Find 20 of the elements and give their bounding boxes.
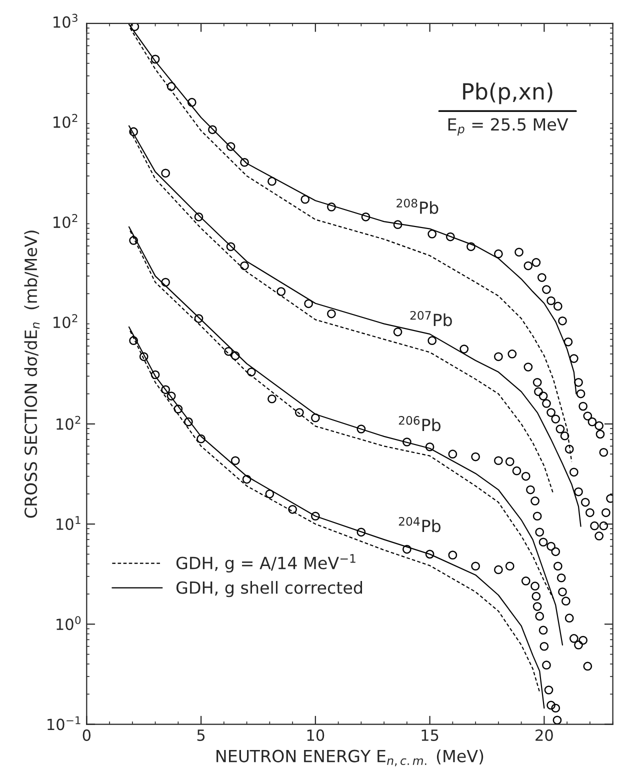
x-axis-title: NEUTRON ENERGY E$_{n,c.m.}$ (MeV): [216, 749, 484, 766]
y-axis-title: CROSS SECTION dσ/dE$_{n}$ (mb/MeV): [24, 230, 40, 518]
x-tick-label: 5: [197, 730, 205, 741]
annotation: $^{207}$Pb: [410, 310, 452, 326]
text: 10$^{3}$: [54, 14, 78, 28]
x-tick-label: 0: [82, 729, 91, 741]
annotation: $^{206}$Pb: [398, 416, 441, 432]
x-tick-label: 10: [307, 729, 324, 741]
y-tick-label: 10$^{0}$: [56, 616, 81, 630]
y-tick-label: 10$^{1}$: [56, 516, 80, 530]
y-tick-label: 10$^{−1}$: [48, 716, 80, 730]
x-tick-label: 15: [422, 730, 438, 741]
y-tick-label: 10$^{2}$: [56, 416, 80, 430]
annotation: $^{204}$Pb: [398, 516, 441, 532]
text: Pb(p,xn): [463, 82, 552, 104]
annotation: $^{208}$Pb: [396, 198, 438, 214]
legend-label: GDH, g = A/14 MeV$^{−1}$: [176, 554, 356, 573]
text: E$_{p}$ = 25.5 MeV: [448, 118, 568, 136]
legend-label: GDH, g shell corrected: [176, 581, 362, 598]
x-tick-label: 20: [536, 729, 553, 741]
